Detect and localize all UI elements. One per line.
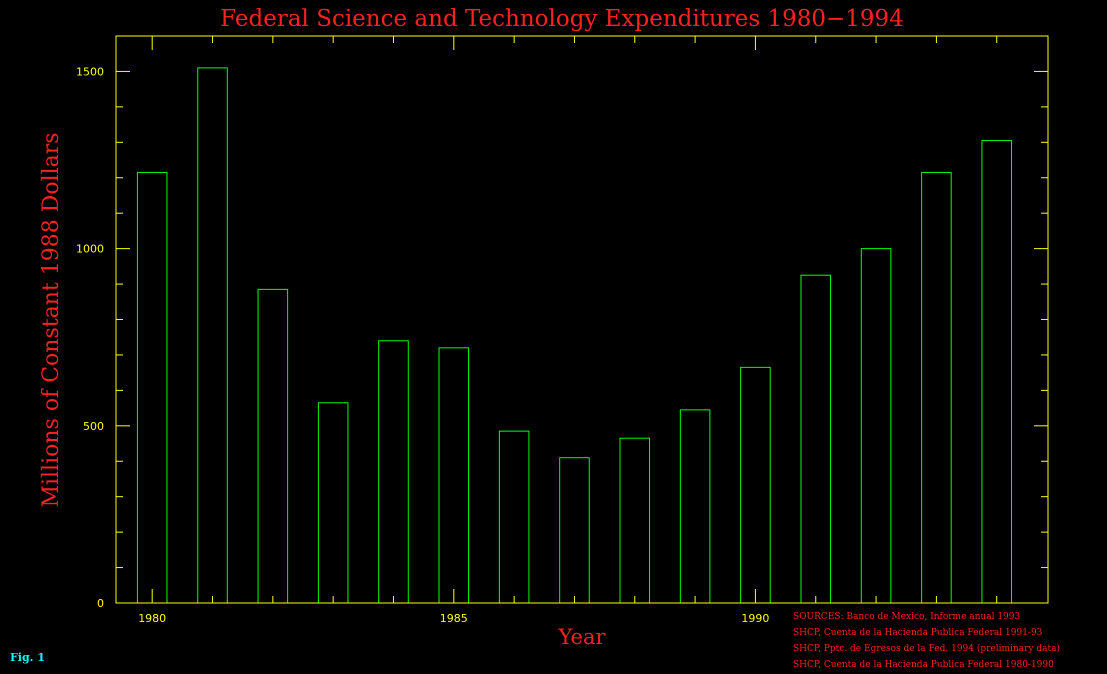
x-axis-label: Year bbox=[557, 625, 606, 649]
chart-title: Federal Science and Technology Expenditu… bbox=[220, 6, 904, 32]
figure-label: Fig. 1 bbox=[10, 651, 45, 664]
y-tick-label: 1500 bbox=[76, 65, 104, 78]
plot-area: 0 500 1000 1500 1980 1985 1990 bbox=[76, 35, 1049, 625]
y-tick-label: 0 bbox=[97, 597, 104, 610]
x-tick-label: 1985 bbox=[440, 612, 468, 625]
source-line: SHCP, Cuenta de la Hacienda Publica Fede… bbox=[793, 660, 1054, 670]
source-line: SOURCES: Banco de Mexico, Informe anual … bbox=[793, 612, 1021, 622]
x-tick-label: 1990 bbox=[741, 612, 769, 625]
y-tick-label: 500 bbox=[83, 420, 104, 433]
y-axis-label: Millions of Constant 1988 Dollars bbox=[39, 132, 64, 507]
y-tick-label: 1000 bbox=[76, 243, 104, 256]
source-line: SHCP, Cuenta de la Hacienda Publica Fede… bbox=[793, 628, 1043, 638]
source-line: SHCP, Pptc. de Egresos de la Fed. 1994 (… bbox=[793, 643, 1060, 654]
sources-note: SOURCES: Banco de Mexico, Informe anual … bbox=[793, 612, 1060, 670]
x-tick-label: 1980 bbox=[138, 612, 166, 625]
